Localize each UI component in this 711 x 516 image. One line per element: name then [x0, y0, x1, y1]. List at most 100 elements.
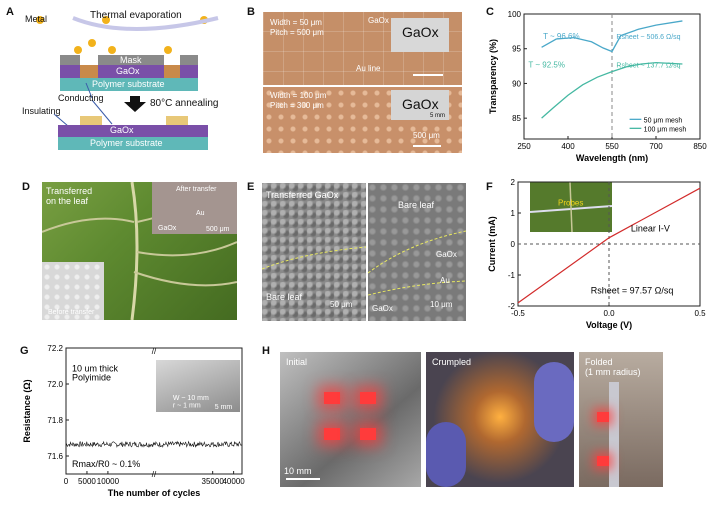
led	[597, 456, 609, 466]
leaf-photo	[42, 182, 237, 320]
substrate-layer	[60, 78, 198, 91]
resistance-trace	[65, 440, 243, 448]
substrate-top-label: Polymer substrate	[92, 79, 165, 89]
metal-particle	[108, 46, 116, 54]
e-bare-left: Bare leaf	[266, 292, 303, 302]
panel-a-diagram	[36, 16, 219, 150]
gaox-inset-top	[391, 18, 449, 52]
gaox-top-label: GaOx	[116, 66, 140, 76]
series-line	[541, 61, 683, 119]
x-tick-label: 10000	[97, 477, 120, 486]
conducting-label: Conducting	[58, 93, 104, 103]
e-gaox-bottom: GaOx	[372, 304, 393, 313]
y-tick-label: 90	[512, 79, 521, 88]
annotation-r1: Rsheet ~ 506.6 Ω/sq	[616, 34, 680, 41]
led-crumpled-photo	[426, 352, 574, 487]
panel-a-label: A	[6, 6, 14, 18]
b-scale: 500 μm	[413, 131, 440, 140]
scale-bar-h	[286, 478, 320, 480]
annotation-r2: Rsheet ~ 137.7 Ω/sq	[616, 62, 680, 69]
led	[324, 392, 340, 404]
annotation-material: Polyimide	[72, 372, 111, 382]
h-folded: Folded	[585, 357, 613, 367]
b-width-bottom: Width = 100 μm	[270, 91, 327, 100]
annotation-ratio: Rmax/R0 ~ 0.1%	[72, 459, 140, 469]
evaporation-arc	[72, 16, 219, 31]
metal-label: Metal	[25, 14, 48, 24]
x-tick-label: 250	[517, 142, 531, 151]
panel-e-label: E	[247, 181, 255, 193]
insulating-label: Insulating	[22, 106, 61, 116]
mesh-photo-top	[263, 12, 462, 85]
annotation-thick: 10 um thick	[72, 363, 119, 373]
x-tick-label: 0.0	[603, 309, 615, 318]
x-axis-label: Voltage (V)	[586, 320, 632, 330]
d-after: After transfer	[176, 186, 217, 193]
chart-c: 250 400 550 700 850 85 90 95 100 Wavelength (nm) T…	[488, 10, 707, 163]
metal-particle	[102, 16, 110, 24]
gaox-layer	[58, 125, 208, 137]
sem-left	[262, 183, 366, 321]
series-line	[541, 20, 683, 53]
polyimide-inset	[156, 360, 240, 412]
led	[597, 412, 609, 422]
glove-icon	[426, 422, 466, 487]
metal-particle	[164, 46, 172, 54]
process-arrow-icon	[124, 96, 146, 112]
metal-particle	[88, 39, 96, 47]
b-au-line: Au line	[356, 64, 381, 73]
y-tick-label: -2	[508, 302, 516, 311]
mask-label: Mask	[120, 55, 142, 65]
b-pitch-top: Pitch = 500 μm	[270, 28, 324, 37]
y-tick-label: 72.2	[47, 344, 63, 353]
y-axis-label: Resistance (Ω)	[22, 379, 32, 442]
legend-entry: 50 μm mesh	[644, 117, 683, 124]
mesh-photo-bottom	[263, 87, 462, 153]
e-scale-left: 50 μm	[330, 300, 353, 309]
axis-break-icon: //	[152, 347, 157, 356]
mask-layer	[180, 55, 198, 65]
d-au: Au	[196, 210, 205, 217]
annotation-r: r ~ 1 mm	[173, 402, 201, 409]
x-axis-label: The number of cycles	[108, 488, 201, 498]
x-tick-label: 35000	[202, 477, 225, 486]
b-pitch-bottom: Pitch = 300 μm	[270, 101, 324, 110]
annotation-rsheet: Rsheet = 97.57 Ω/sq	[591, 286, 674, 296]
e-au: Au	[440, 276, 450, 285]
scale-bar-top	[413, 74, 443, 76]
mask-layer	[60, 55, 80, 65]
d-before: Before transfer	[48, 309, 95, 316]
gaox-inset-bottom	[391, 90, 449, 120]
x-tick-label: 850	[693, 142, 707, 151]
legend-entry: 100 μm mesh	[644, 126, 687, 133]
e-transferred: Transferred GaOx	[266, 190, 339, 200]
e-scale-right: 10 μm	[430, 300, 453, 309]
led-folded-photo	[579, 352, 663, 487]
x-tick-label: 5000	[78, 477, 96, 486]
annotation-t2: T ~ 92.5%	[528, 60, 565, 69]
b-inset-scale: 5 mm	[430, 113, 445, 119]
x-tick-label: 400	[561, 142, 575, 151]
thermal-label: Thermal evaporation	[90, 10, 182, 21]
y-tick-label: 72.0	[47, 380, 63, 389]
x-tick-label: 700	[649, 142, 663, 151]
b-inset-top-text: GaOx	[402, 24, 439, 40]
e-bare-right: Bare leaf	[398, 200, 435, 210]
annotation-scale: 5 mm	[215, 404, 233, 411]
sem-right	[368, 183, 466, 321]
before-transfer-inset	[42, 262, 104, 320]
y-tick-label: -1	[508, 271, 516, 280]
b-width-top: Width = 50 μm	[270, 18, 322, 27]
panel-h-label: H	[262, 345, 270, 357]
axis-break-icon: //	[152, 470, 157, 479]
e-gaox: GaOx	[436, 250, 457, 259]
after-transfer-inset	[152, 182, 237, 234]
y-tick-label: 71.6	[47, 452, 63, 461]
panel-b-label: B	[247, 6, 255, 18]
h-radius: (1 mm radius)	[585, 367, 641, 377]
panel-c-label: C	[486, 6, 494, 18]
led	[324, 428, 340, 440]
d-transferred: Transferred	[46, 186, 93, 196]
probe-inset	[530, 182, 612, 232]
